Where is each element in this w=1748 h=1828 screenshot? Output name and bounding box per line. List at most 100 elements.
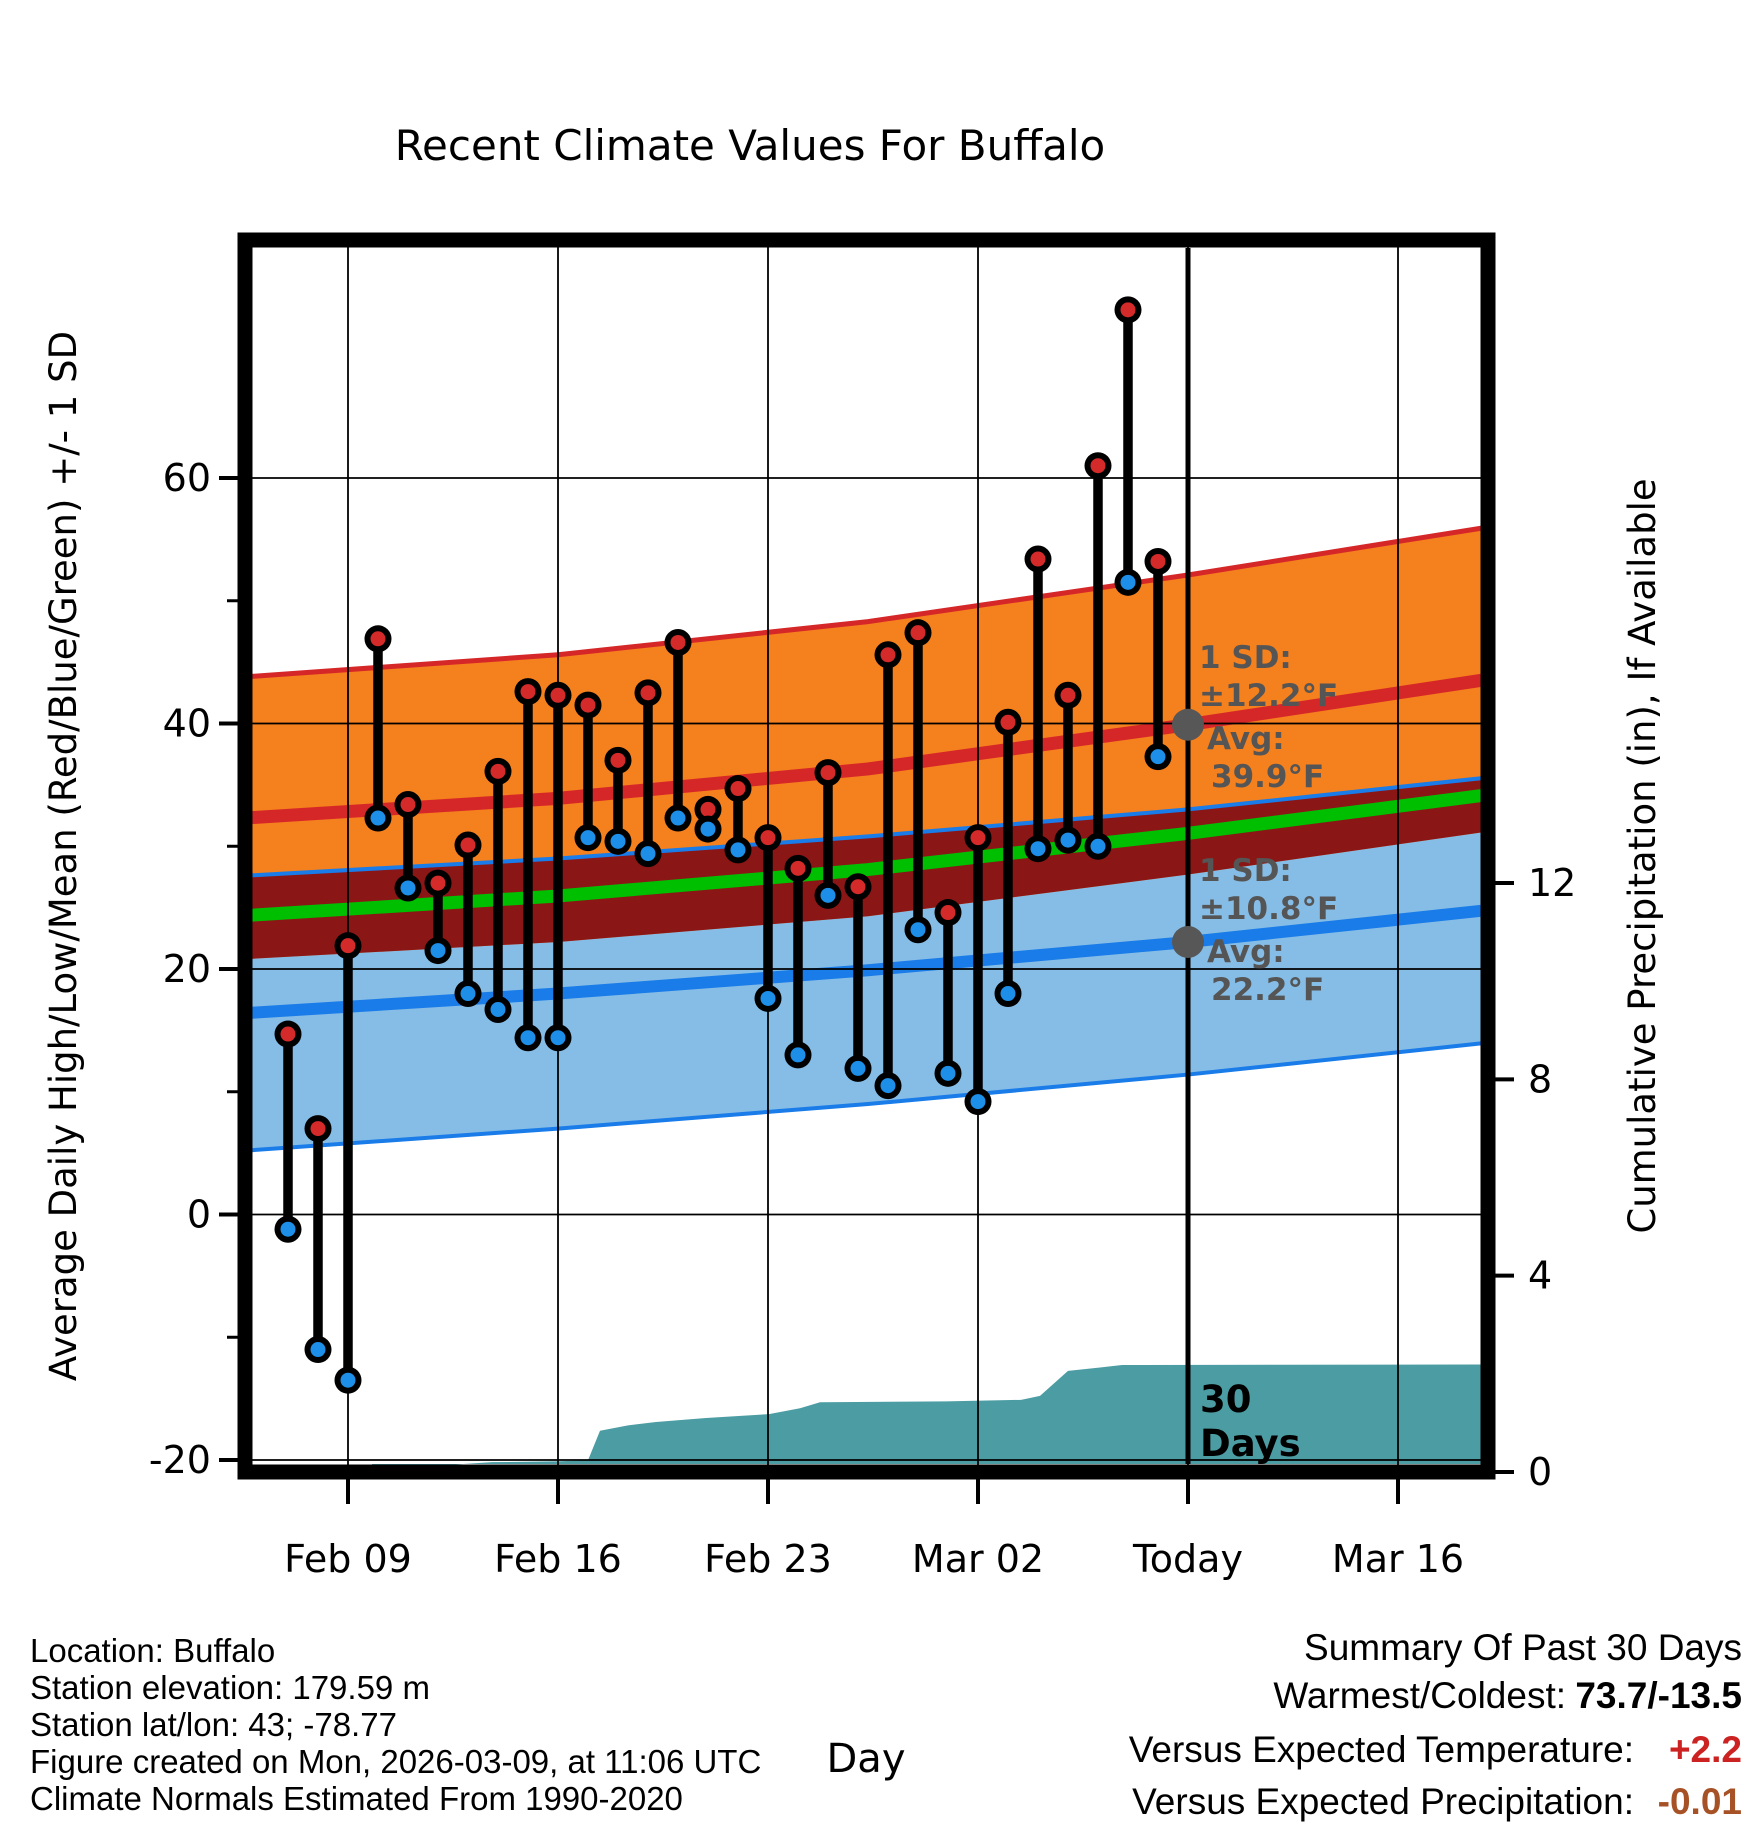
x-axis-title: Day xyxy=(827,1736,906,1782)
low-dot xyxy=(1150,749,1166,765)
low-dot xyxy=(310,1342,326,1358)
day-stick xyxy=(724,775,752,864)
chart-title: Recent Climate Values For Buffalo xyxy=(395,121,1106,170)
day-stick xyxy=(334,932,362,1394)
high-dot xyxy=(910,625,926,641)
annotation-low-avg-label: Avg: xyxy=(1207,934,1285,970)
high-dot xyxy=(1060,687,1076,703)
high-dot xyxy=(340,938,356,954)
annotation-high-sd-label: 1 SD: xyxy=(1199,640,1292,676)
day-stick xyxy=(1114,296,1142,596)
day-stick xyxy=(484,757,512,1024)
high-dot xyxy=(550,687,566,703)
cumulative-precip-area xyxy=(372,1364,1481,1472)
y-left-tick-label: 20 xyxy=(163,947,211,991)
high-dot xyxy=(1000,714,1016,730)
day-stick xyxy=(904,619,932,944)
annotation-low-sd-label: 1 SD: xyxy=(1199,853,1292,889)
high-dot xyxy=(460,837,476,853)
low-dot xyxy=(700,821,716,837)
high-dot xyxy=(1120,302,1136,318)
high-dot xyxy=(370,631,386,647)
high-dot xyxy=(1030,551,1046,567)
low-dot xyxy=(1090,838,1106,854)
high-dot xyxy=(490,763,506,779)
high-dot xyxy=(700,801,716,817)
y-right-tick-label: 12 xyxy=(1528,861,1576,905)
daily-high-low-sticks xyxy=(274,296,1172,1394)
low-band-top-edge xyxy=(244,775,1489,878)
low-dot xyxy=(340,1372,356,1388)
day-stick xyxy=(754,824,782,1012)
annotation-high-avg-value: 39.9°F xyxy=(1211,759,1324,795)
high-dot xyxy=(790,860,806,876)
day-stick xyxy=(364,625,392,832)
today-line-group xyxy=(1172,248,1204,1464)
x-tick-label: Today xyxy=(1132,1537,1243,1581)
summary-vs-temp-label: Versus Expected Temperature: xyxy=(1129,1729,1634,1770)
low-dot xyxy=(1000,986,1016,1002)
low-dot xyxy=(820,887,836,903)
y-left-tick-label: 0 xyxy=(187,1193,211,1237)
low-dot xyxy=(550,1030,566,1046)
low-dot xyxy=(970,1094,986,1110)
low-dot xyxy=(520,1030,536,1046)
low-dot xyxy=(400,880,416,896)
low-dot xyxy=(850,1060,866,1076)
day-stick xyxy=(514,678,542,1052)
day-stick xyxy=(394,791,422,902)
plot-frame xyxy=(237,232,1496,1480)
day-stick xyxy=(934,899,962,1087)
summary-title: Summary Of Past 30 Days xyxy=(1304,1627,1742,1668)
summary-vs-precip-label: Versus Expected Precipitation: xyxy=(1132,1781,1634,1822)
day-stick xyxy=(304,1115,332,1364)
x-tick-label: Mar 02 xyxy=(912,1537,1044,1581)
low-dot xyxy=(460,986,476,1002)
day-stick xyxy=(454,831,482,1008)
y-left-tick-label: 40 xyxy=(163,702,211,746)
low-dot xyxy=(1120,574,1136,590)
high-dot xyxy=(730,781,746,797)
low-dot xyxy=(490,1002,506,1018)
avg-low-line xyxy=(244,904,1489,1020)
summary-vs-precip-value: -0.01 xyxy=(1658,1781,1742,1822)
high-dot xyxy=(670,634,686,650)
x-tick-label: Mar 16 xyxy=(1332,1537,1464,1581)
station-location: Location: Buffalo xyxy=(30,1632,275,1669)
precip-window-label: 30 Days xyxy=(1200,1378,1301,1465)
precip-window-label-line2: Days xyxy=(1200,1422,1301,1465)
climate-normals: Climate Normals Estimated From 1990-2020 xyxy=(30,1780,683,1817)
low-dot xyxy=(880,1078,896,1094)
y-left-tick-label: 60 xyxy=(163,456,211,500)
day-stick xyxy=(1144,547,1172,771)
low-dot xyxy=(760,990,776,1006)
high-dot xyxy=(970,830,986,846)
high-dot xyxy=(280,1026,296,1042)
precip-window-label-line1: 30 xyxy=(1200,1378,1252,1421)
low-dot xyxy=(1030,841,1046,857)
low-band-bottom-edge xyxy=(244,1040,1489,1153)
precipitation-area xyxy=(372,1364,1481,1472)
low-dot xyxy=(940,1065,956,1081)
low-dot xyxy=(790,1047,806,1063)
summary-warmest-value: 73.7/-13.5 xyxy=(1575,1675,1742,1716)
high-dot xyxy=(610,752,626,768)
day-stick xyxy=(1084,452,1112,860)
x-tick-label: Feb 23 xyxy=(704,1537,832,1581)
figure-created: Figure created on Mon, 2026-03-09, at 11… xyxy=(30,1743,761,1780)
low-dot xyxy=(910,922,926,938)
y-right-tick-label: 0 xyxy=(1528,1450,1552,1494)
low-dot xyxy=(280,1221,296,1237)
high-dot xyxy=(1090,458,1106,474)
high-climatology-annotation: 1 SD: ±12.2°F Avg: 39.9°F xyxy=(1199,640,1338,795)
y-axis-right-title: Cumulative Precipitation (in), If Availa… xyxy=(1621,478,1664,1233)
summary-block: Summary Of Past 30 Days Warmest/Coldest:… xyxy=(1129,1627,1742,1822)
low-dot xyxy=(730,842,746,858)
annotation-low-sd-value: ±10.8°F xyxy=(1199,891,1338,927)
y-right-tick-label: 4 xyxy=(1528,1254,1552,1298)
high-dot xyxy=(430,875,446,891)
high-dot xyxy=(1150,553,1166,569)
y-axis-left-title: Average Daily High/Low/Mean (Red/Blue/Gr… xyxy=(42,331,85,1381)
